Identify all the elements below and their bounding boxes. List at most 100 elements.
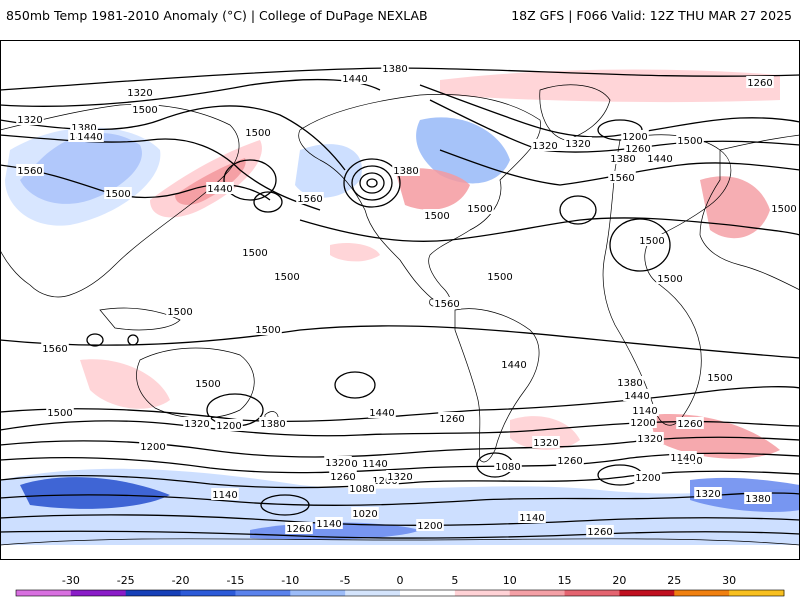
contour-label: 1260 — [625, 144, 650, 155]
contour-label: 1320 — [17, 115, 42, 126]
contour-label: 1140 — [519, 513, 544, 524]
contour-label: 1440 — [624, 391, 649, 402]
australia-outline — [136, 347, 255, 419]
contour-label-bg — [629, 416, 657, 428]
contour-label-bg — [694, 487, 722, 499]
contour-label-bg — [744, 492, 772, 504]
colorbar-segment — [509, 590, 566, 596]
contour-label: 1500 — [132, 105, 157, 116]
contour-label-bg — [361, 457, 389, 469]
contour-label: 1500 — [195, 379, 220, 390]
contour-label-bg — [215, 419, 243, 431]
contour-label: 1260 — [330, 472, 355, 483]
contour-label: 1560 — [42, 344, 67, 355]
colorbar-tick-label: 20 — [612, 574, 626, 587]
contour-label: 1380 — [610, 154, 635, 165]
coastlines — [0, 84, 800, 560]
cold-anomaly-southern-strong — [20, 477, 170, 509]
contour-label-bg — [183, 417, 211, 429]
contour-label-bg — [259, 417, 287, 429]
closed-contour — [334, 371, 376, 399]
contour-label-bg — [494, 460, 522, 472]
closed-contour — [127, 334, 139, 346]
closed-contour — [609, 218, 671, 272]
contour-label-bg — [706, 371, 734, 383]
contour-line — [429, 99, 800, 153]
colorbar-tick-label: 10 — [503, 574, 517, 587]
contour-label-bg — [621, 130, 649, 142]
contour-label: 1500 — [487, 272, 512, 283]
colorbar-segment — [16, 590, 72, 596]
contour-label: 1440 — [342, 74, 367, 85]
colorbar-tick-label: -10 — [281, 574, 299, 587]
contour-label-bg — [16, 113, 44, 125]
contour-label-bg — [416, 519, 444, 531]
asia-outline — [699, 134, 800, 291]
colorbar-bar — [15, 589, 785, 597]
colorbar-outline — [15, 589, 785, 597]
map-title: 850mb Temp 1981-2010 Anomaly (°C) | Coll… — [6, 8, 428, 23]
contour-label: 1500 — [467, 204, 492, 215]
closed-low-northpacific — [343, 158, 401, 208]
colorbar-segment — [674, 590, 730, 596]
contour-label: 1320 — [387, 472, 412, 483]
contour-label: 1320 — [127, 88, 152, 99]
contour-label-bg — [676, 134, 704, 146]
contour-label-bg — [273, 270, 301, 282]
contour-label-bg — [244, 126, 272, 138]
contour-label: 1500 — [242, 248, 267, 259]
contour-label: 1320 — [565, 139, 590, 150]
contour-label-bg — [329, 470, 357, 482]
contour-label-bg — [532, 436, 560, 448]
contour-label: 1200 — [635, 473, 660, 484]
contour-label: 1320 — [532, 141, 557, 152]
contour-line — [299, 217, 800, 242]
contour-label-bg — [381, 62, 409, 74]
contour-label: 1260 — [439, 414, 464, 425]
contour-label: 1380 — [382, 64, 407, 75]
contour-label-bg — [241, 246, 269, 258]
contour-label-bg — [41, 342, 69, 354]
cold-anomaly-asia-light — [5, 127, 161, 226]
contour-label: 1440 — [647, 154, 672, 165]
closed-contour — [253, 191, 283, 213]
contour-label: 1380 — [71, 123, 96, 134]
contour-labels: 1380 1440 1320 1380 1440 1320 1260 1560 1500 1500… — [16, 62, 798, 538]
indonesia-outline — [99, 307, 181, 331]
contour-label-bg — [624, 142, 652, 154]
contour-label-bg — [623, 389, 651, 401]
contour-label-bg — [315, 517, 343, 529]
contour-label-bg — [770, 202, 798, 214]
contour-label: 1560 — [609, 173, 634, 184]
colorbar-segment — [619, 590, 675, 596]
contour-label-bg — [564, 137, 592, 149]
contour-label: 1500 — [274, 272, 299, 283]
colorbar-segment — [729, 590, 785, 596]
contour-label: 1500 — [47, 408, 72, 419]
colorbar-tick-label: 15 — [558, 574, 572, 587]
colorbar-segment — [564, 590, 620, 596]
contour-label-bg — [636, 432, 664, 444]
contour-label: 1200 — [140, 442, 165, 453]
closed-contour — [559, 195, 597, 225]
closed-contour — [223, 159, 277, 201]
contour-line — [0, 420, 800, 437]
colorbar-segment — [70, 590, 127, 596]
contour-label: 1500 — [105, 189, 130, 200]
warm-anomaly-southpacific — [80, 359, 170, 409]
colorbar-segment — [454, 590, 511, 596]
contour-label: 1140 — [362, 459, 387, 470]
contour-label: 1440 — [501, 360, 526, 371]
contour-label-bg — [669, 451, 697, 463]
contour-label: 1560 — [434, 299, 459, 310]
contour-label: 1140 — [316, 519, 341, 530]
contour-label-bg — [616, 376, 644, 388]
contour-label: 1200 — [417, 521, 442, 532]
contour-label-bg — [608, 171, 636, 183]
contour-label-bg — [46, 406, 74, 418]
contour-label-bg — [392, 164, 420, 176]
contour-label-bg — [296, 192, 324, 204]
contour-label-bg — [285, 522, 313, 534]
contour-label: 1140 — [670, 453, 695, 464]
closed-low-northpacific — [359, 172, 385, 194]
